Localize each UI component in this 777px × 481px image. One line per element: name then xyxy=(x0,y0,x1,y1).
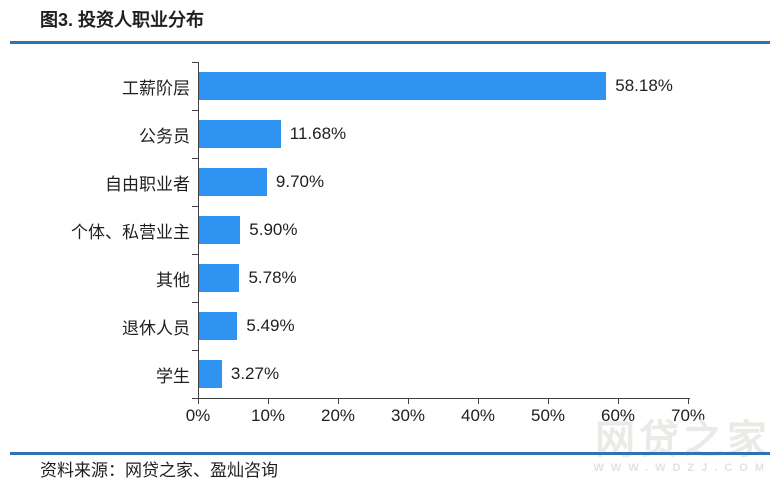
bar-row: 其他 5.78% xyxy=(8,254,768,302)
x-tick-label: 30% xyxy=(390,406,426,425)
bar-other xyxy=(199,264,240,292)
value-label: 5.49% xyxy=(246,316,295,335)
bar-track: 3.27% xyxy=(199,360,689,388)
y-tick xyxy=(192,398,199,399)
title-divider-line xyxy=(10,41,770,44)
x-tick xyxy=(548,399,549,404)
value-label: 58.18% xyxy=(615,76,673,95)
x-tick xyxy=(478,399,479,404)
y-tick xyxy=(192,62,199,63)
watermark-url: WWW.WDZJ.COM xyxy=(593,462,771,474)
x-tick xyxy=(688,399,689,404)
y-tick xyxy=(192,350,199,351)
category-label: 公务员 xyxy=(139,126,190,146)
x-tick-label: 60% xyxy=(600,406,636,425)
chart-title: 图3. 投资人职业分布 xyxy=(40,10,205,30)
bar-retiree xyxy=(199,312,238,340)
category-label: 其他 xyxy=(156,270,190,290)
bar-track: 58.18% xyxy=(199,72,689,100)
bar-row: 公务员 11.68% xyxy=(8,110,768,158)
source-note: 资料来源：网贷之家、盈灿咨询 xyxy=(40,461,278,480)
watermark: 网贷之家 WWW.WDZJ.COM xyxy=(594,420,771,474)
bar-student xyxy=(199,360,222,388)
bar-track: 11.68% xyxy=(199,120,689,148)
y-tick xyxy=(192,158,199,159)
x-tick xyxy=(618,399,619,404)
x-tick-label: 10% xyxy=(250,406,286,425)
x-tick xyxy=(408,399,409,404)
value-label: 9.70% xyxy=(275,172,325,191)
footer-divider-line xyxy=(10,452,770,455)
bar-track: 9.70% xyxy=(199,168,689,196)
bar-freelancer xyxy=(199,168,267,196)
value-label: 11.68% xyxy=(289,124,347,143)
bar-rows: 工薪阶层 58.18% 公务员 11.68% 自由职业者 9.70% xyxy=(8,62,768,398)
value-label: 3.27% xyxy=(230,364,280,383)
x-axis-line xyxy=(198,398,690,399)
x-tick-label: 70% xyxy=(670,406,706,425)
x-tick-label: 20% xyxy=(320,406,356,425)
category-label: 退休人员 xyxy=(122,318,190,338)
y-tick xyxy=(192,254,199,255)
bar-row: 个体、私营业主 5.90% xyxy=(8,206,768,254)
bar-track: 5.78% xyxy=(199,264,689,292)
x-tick xyxy=(338,399,339,404)
value-label: 5.90% xyxy=(249,220,298,239)
x-tick xyxy=(198,399,199,404)
bar-private-business xyxy=(199,216,241,244)
x-tick-label: 40% xyxy=(460,406,496,425)
bar-row: 工薪阶层 58.18% xyxy=(8,62,768,110)
value-label: 5.78% xyxy=(248,268,297,287)
category-label: 学生 xyxy=(156,366,190,386)
x-tick xyxy=(268,399,269,404)
x-tick-label: 50% xyxy=(530,406,566,425)
bar-row: 退休人员 5.49% xyxy=(8,302,768,350)
bar-salaried xyxy=(199,72,607,100)
bar-row: 自由职业者 9.70% xyxy=(8,158,768,206)
category-label: 工薪阶层 xyxy=(122,78,190,98)
bar-track: 5.49% xyxy=(199,312,689,340)
bar-track: 5.90% xyxy=(199,216,689,244)
y-axis-line xyxy=(198,62,199,399)
plot-area: 工薪阶层 58.18% 公务员 11.68% 自由职业者 9.70% xyxy=(8,62,768,425)
category-label: 个体、私营业主 xyxy=(71,222,190,242)
bar-row: 学生 3.27% xyxy=(8,350,768,398)
bar-civil-servant xyxy=(199,120,281,148)
y-tick xyxy=(192,302,199,303)
y-tick xyxy=(192,110,199,111)
category-label: 自由职业者 xyxy=(105,174,190,194)
x-tick-label: 0% xyxy=(185,406,211,425)
y-tick xyxy=(192,206,199,207)
